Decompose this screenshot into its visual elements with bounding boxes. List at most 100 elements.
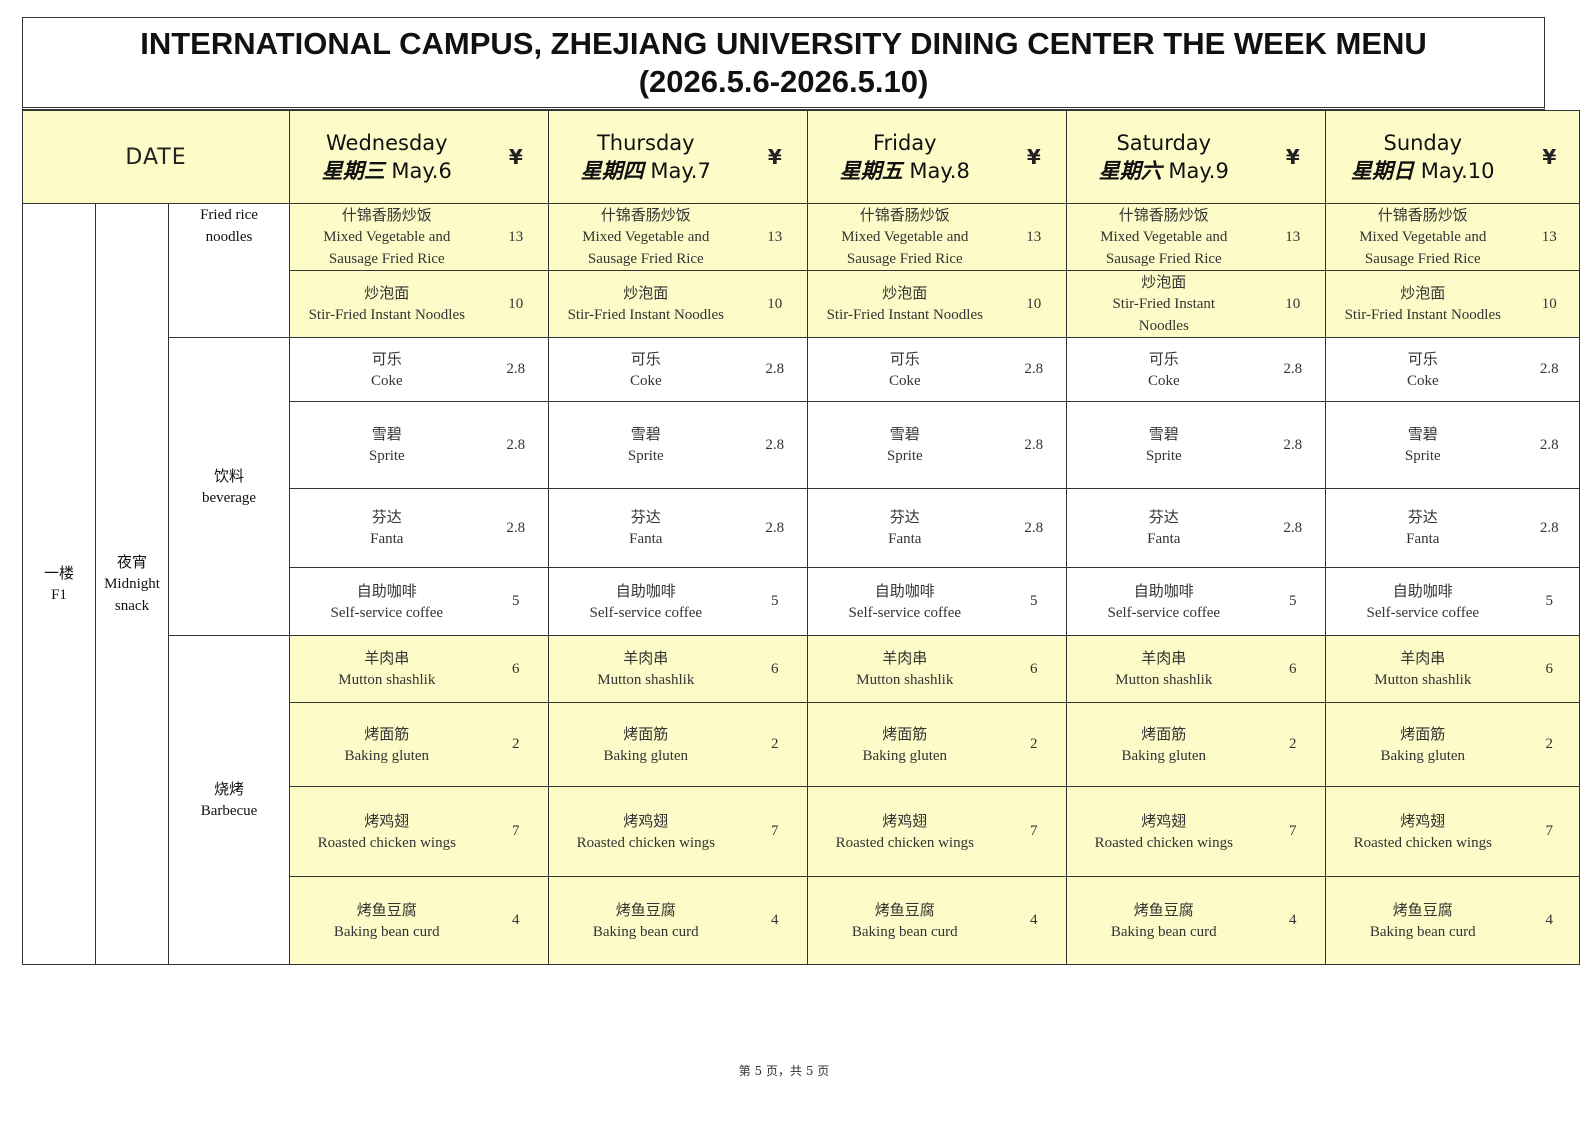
- day-date: May.8: [909, 158, 970, 183]
- dish-name-cn: 自助咖啡: [1392, 581, 1453, 600]
- currency-header: ¥: [483, 110, 550, 204]
- dish-name-en: Sprite: [368, 448, 405, 464]
- dish-name-en: Fanta: [1406, 531, 1440, 547]
- dish-name-cn: 可乐: [630, 349, 661, 368]
- dish-cell: 雪碧 Sprite: [289, 401, 484, 489]
- dish-name-cn: 烤鸡翅: [364, 811, 410, 830]
- price-cell: 5: [1001, 567, 1068, 636]
- price-cell: 2.8: [1001, 488, 1068, 568]
- dish-name-cn: 羊肉串: [1141, 649, 1187, 667]
- dish-cell: 可乐 Coke: [1066, 337, 1261, 402]
- dish-name-en: Self-service coffee: [330, 604, 444, 621]
- dish-name-cn: 炒泡面: [882, 284, 928, 302]
- dish-name-en: Mixed Vegetable and Sausage Fried Rice: [323, 229, 451, 267]
- date-header: DATE: [21, 110, 291, 204]
- dish-name-cn: 羊肉串: [1400, 649, 1446, 667]
- dish-name-cn: 烤鱼豆腐: [874, 900, 935, 919]
- price-cell: 6: [1519, 635, 1581, 703]
- price-cell: 10: [742, 270, 809, 338]
- dish-name-en: Baking gluten: [344, 747, 430, 764]
- dish-name-en: Coke: [1147, 372, 1180, 389]
- dish-cell: 烤鱼豆腐 Baking bean curd: [1325, 876, 1520, 965]
- dish-cell: 什锦香肠炒饭 Mixed Vegetable and Sausage Fried …: [548, 203, 743, 271]
- dish-name-cn: 炒泡面: [364, 284, 410, 302]
- dish-cell: 羊肉串 Mutton shashlik: [807, 635, 1002, 703]
- price-cell: 10: [483, 270, 550, 338]
- dish-name-cn: 烤鸡翅: [623, 811, 669, 830]
- dish-name-en: Roasted chicken wings: [1094, 834, 1233, 851]
- dish-cell: 烤鸡翅 Roasted chicken wings: [1325, 786, 1520, 877]
- dish-name-en: Mixed Vegetable and Sausage Fried Rice: [841, 229, 969, 267]
- price-cell: 4: [1519, 876, 1581, 965]
- floor-cn: 一楼: [43, 564, 74, 582]
- dish-name-en: Mutton shashlik: [856, 672, 954, 688]
- day-name: Sunday: [1383, 130, 1463, 155]
- dish-name-en: Roasted chicken wings: [576, 834, 715, 851]
- price-cell: 13: [1001, 203, 1068, 271]
- currency-header: ¥: [1519, 110, 1581, 204]
- price-cell: 7: [1001, 786, 1068, 877]
- dish-name-en: Baking gluten: [1121, 747, 1207, 764]
- price-cell: 10: [1519, 270, 1581, 338]
- dish-name-cn: 可乐: [889, 349, 920, 368]
- price-cell: 5: [1260, 567, 1327, 636]
- dish-name-cn: 什锦香肠炒饭: [600, 206, 691, 224]
- price-cell: 2.8: [483, 337, 550, 402]
- day-name-cn: 星期日: [1351, 157, 1415, 183]
- price-cell: 2.8: [742, 401, 809, 489]
- menu-sheet: INTERNATIONAL CAMPUS, ZHEJIANG UNIVERSIT…: [21, 17, 1581, 965]
- dish-name-cn: 烤面筋: [364, 724, 410, 743]
- price-cell: 2: [483, 702, 550, 787]
- dish-cell: 羊肉串 Mutton shashlik: [1325, 635, 1520, 703]
- meal-en: Midnight snack: [104, 576, 160, 614]
- table-row: 一楼 F1 夜宵 Midnight snack Fried rice noodles 什锦…: [22, 203, 1581, 965]
- dish-name-cn: 烤面筋: [1400, 724, 1446, 743]
- dish-cell: 可乐 Coke: [1325, 337, 1520, 402]
- dish-name-cn: 可乐: [371, 349, 402, 368]
- dish-cell: 芬达 Fanta: [807, 488, 1002, 568]
- dish-cell: 烤鸡翅 Roasted chicken wings: [548, 786, 743, 877]
- price-cell: 2.8: [1519, 401, 1581, 489]
- dish-name-cn: 雪碧: [630, 425, 661, 443]
- dish-name-cn: 雪碧: [371, 425, 402, 443]
- header-row: DATE Wednesday 星期三 May.6 ¥ Thursday 星期四 May.…: [21, 110, 1581, 204]
- price-cell: 4: [742, 876, 809, 965]
- dish-cell: 什锦香肠炒饭 Mixed Vegetable and Sausage Fried …: [807, 203, 1002, 271]
- price-cell: 13: [742, 203, 809, 271]
- dish-cell: 烤鸡翅 Roasted chicken wings: [1066, 786, 1261, 877]
- price-cell: 13: [483, 203, 550, 271]
- price-cell: 6: [483, 635, 550, 703]
- dish-cell: 自助咖啡 Self-service coffee: [807, 567, 1002, 636]
- dish-name-en: Fanta: [629, 531, 663, 547]
- dish-cell: 可乐 Coke: [289, 337, 484, 402]
- dish-name-en: Sprite: [1404, 448, 1441, 464]
- dish-name-en: Baking bean curd: [851, 923, 958, 940]
- price-cell: 13: [1260, 203, 1327, 271]
- dish-name-cn: 自助咖啡: [356, 581, 417, 600]
- dish-name-en: Roasted chicken wings: [835, 834, 974, 851]
- price-cell: 2.8: [742, 488, 809, 568]
- dish-name-en: Mutton shashlik: [1374, 672, 1472, 688]
- table-row: 烧烤 Barbecue 羊肉串 Mutton shashlik 6 羊肉串 Mutton s…: [23, 635, 1581, 965]
- dish-cell: 自助咖啡 Self-service coffee: [289, 567, 484, 636]
- dish-cell: 雪碧 Sprite: [1066, 401, 1261, 489]
- category-cn: 饮料: [214, 466, 245, 485]
- price-cell: 7: [742, 786, 809, 877]
- dish-name-en: Self-service coffee: [589, 604, 703, 621]
- dish-name-en: Stir-Fried Instant Noodles: [826, 307, 983, 323]
- price-cell: 7: [1260, 786, 1327, 877]
- price-cell: 2.8: [1001, 337, 1068, 402]
- price-cell: 5: [742, 567, 809, 636]
- price-cell: 4: [1001, 876, 1068, 965]
- dish-name-cn: 炒泡面: [1400, 284, 1446, 302]
- table-row: 烤鱼豆腐 Baking bean curd 4 烤鱼豆腐 Baking bean cur…: [23, 876, 1581, 965]
- dish-name-en: Baking bean curd: [1369, 923, 1476, 940]
- day-name: Wednesday: [325, 130, 448, 155]
- price-cell: 7: [1519, 786, 1581, 877]
- price-cell: 5: [1519, 567, 1581, 636]
- dish-cell: 自助咖啡 Self-service coffee: [1066, 567, 1261, 636]
- dish-name-cn: 烤面筋: [1141, 724, 1187, 743]
- currency-header: ¥: [742, 110, 809, 204]
- dish-cell: 雪碧 Sprite: [548, 401, 743, 489]
- price-cell: 5: [483, 567, 550, 636]
